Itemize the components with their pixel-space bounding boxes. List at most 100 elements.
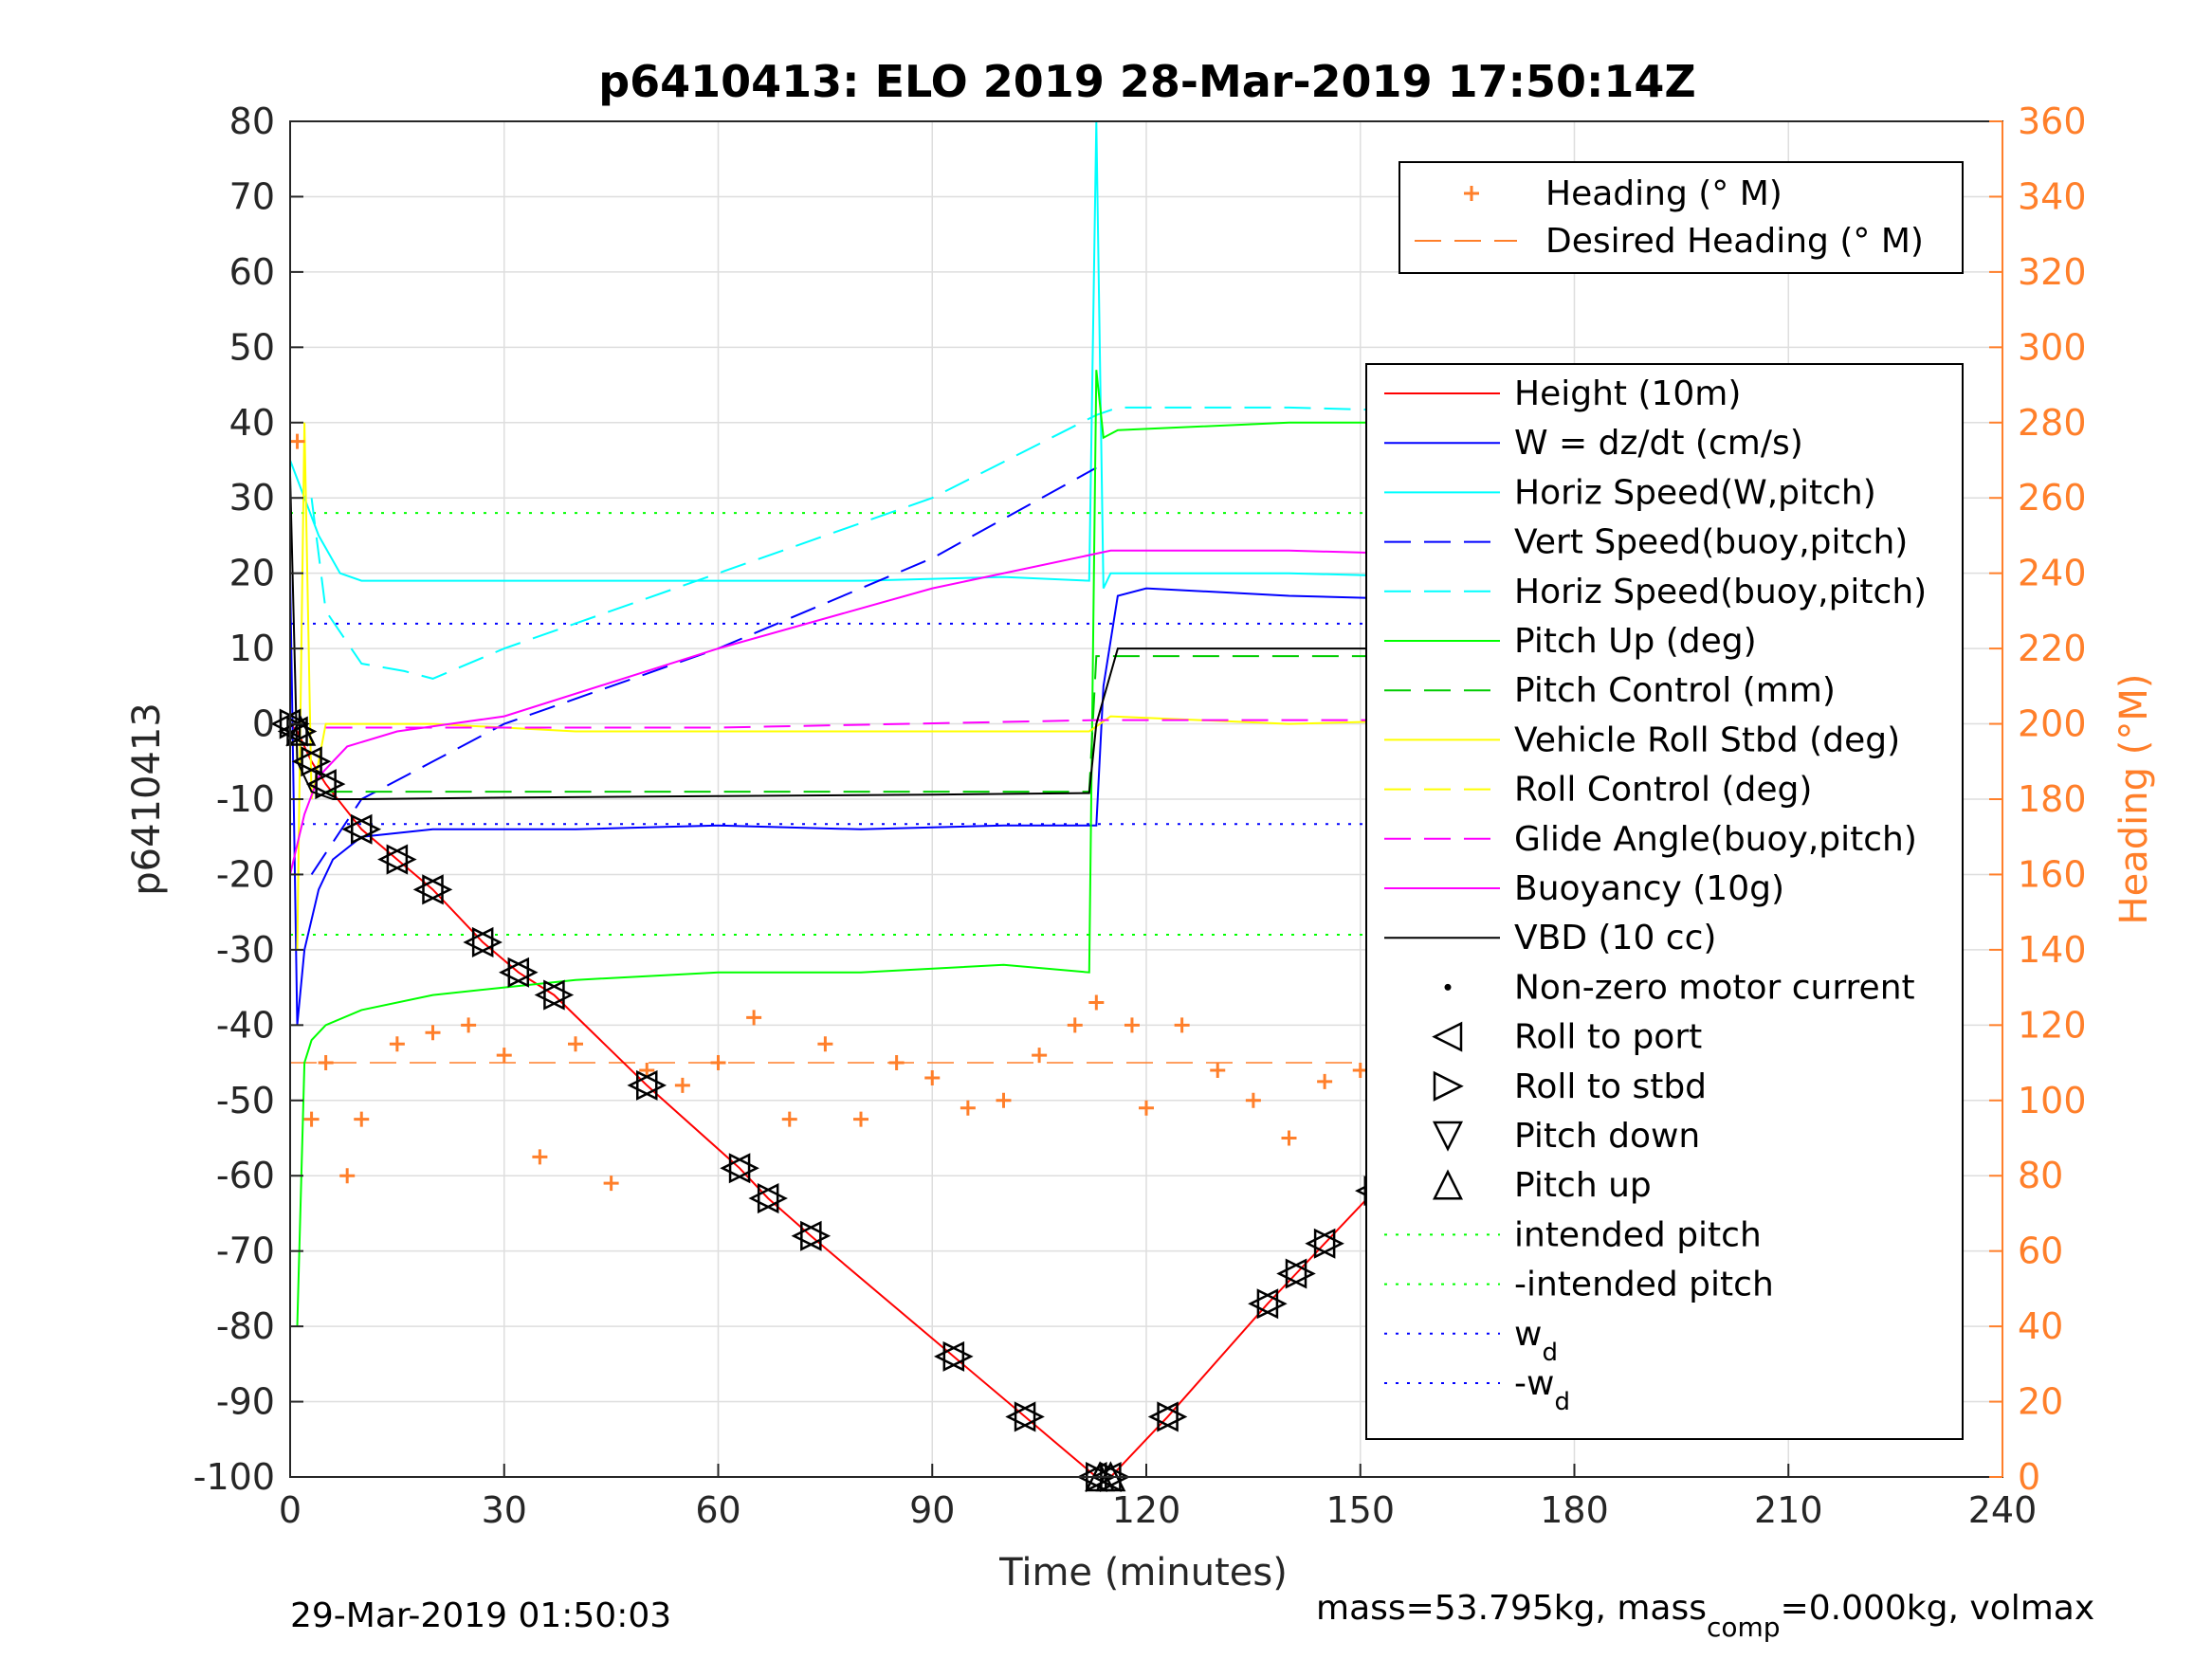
roll-port-marker	[412, 874, 444, 905]
legend-swatch-triangle	[1432, 1169, 1464, 1200]
heading-point	[674, 1077, 690, 1093]
legend-main-label: -intended pitch	[1514, 1266, 1774, 1304]
legend-main-entry: Horiz Speed(buoy,pitch)	[1384, 573, 1927, 611]
legend-main-entry: Glide Angle(buoy,pitch)	[1384, 820, 1917, 859]
legend-subscript: d	[1542, 1339, 1558, 1367]
y2-tick-label: 0	[2018, 1456, 2040, 1498]
roll-stbd-marker	[1157, 1401, 1188, 1432]
y-tick-label: -30	[216, 929, 275, 971]
heading-point	[924, 1069, 941, 1085]
y2-tick-label: 200	[2018, 703, 2087, 745]
legend-main-entry: W = dz/dt (cm/s)	[1384, 424, 1803, 463]
heading-point	[639, 1063, 655, 1078]
legend-swatch-triangle	[1432, 1021, 1463, 1052]
legend-main-label: Glide Angle(buoy,pitch)	[1514, 820, 1917, 859]
legend-main-label: Pitch Control (mm)	[1514, 671, 1836, 710]
series-line-4	[310, 406, 1896, 680]
heading-point	[461, 1017, 477, 1033]
footer-mass-sub: comp	[1707, 1612, 1781, 1643]
y2-tick-label: 220	[2018, 628, 2087, 669]
y-tick-label: 50	[229, 326, 275, 368]
x-tick-label: 150	[1325, 1489, 1395, 1531]
y-tick-label: -70	[216, 1231, 275, 1272]
legend-main-entry: Vert Speed(buoy,pitch)	[1384, 523, 1908, 562]
y2-tick-label: 340	[2018, 175, 2087, 217]
y2-tick-label: 60	[2018, 1231, 2063, 1272]
heading-point	[1139, 1100, 1154, 1116]
legend-heading-box	[1398, 161, 1964, 274]
heading-point	[354, 1111, 370, 1127]
legend-swatch-triangle	[1433, 1070, 1464, 1102]
y2-tick-label: 20	[2018, 1381, 2063, 1423]
y2-tick-label: 360	[2018, 100, 2087, 142]
legend-main-label: Roll to stbd	[1514, 1067, 1707, 1106]
legend-main-entry: Pitch Up (deg)	[1384, 622, 1757, 661]
heading-point	[1174, 1017, 1190, 1033]
heading-point	[817, 1036, 833, 1052]
heading-point	[339, 1168, 356, 1184]
heading-point	[888, 1055, 905, 1071]
roll-port-marker	[1005, 1401, 1036, 1432]
x-tick-label: 0	[279, 1489, 302, 1531]
heading-point	[1124, 1017, 1140, 1033]
x-tick-label: 240	[1968, 1489, 2038, 1531]
y-tick-label: -50	[216, 1080, 275, 1121]
roll-port-marker	[499, 957, 530, 988]
roll-stbd-marker	[1285, 1258, 1316, 1289]
roll-port-marker	[934, 1340, 965, 1372]
legend-heading-entry: Heading (° M)	[1464, 174, 1782, 213]
legend-main-entry: Horiz Speed(W,pitch)	[1384, 473, 1876, 512]
roll-stbd-marker	[507, 957, 539, 988]
heading-point	[425, 1025, 441, 1041]
legend-main-entry: Pitch up	[1432, 1166, 1652, 1205]
legend-swatch-triangle	[1432, 1121, 1464, 1152]
y-axis-label: p6410413	[125, 702, 169, 896]
legend-main-label: intended pitch	[1514, 1215, 1762, 1254]
roll-port-marker	[1276, 1258, 1307, 1289]
heading-point	[1032, 1048, 1048, 1064]
y-axis-ticks: 80 70 60 50 40 30 20 10 0 -10 -20 -30 -40 -50 -60 -70 -8…	[193, 100, 303, 1498]
x-tick-label: 210	[1754, 1489, 1823, 1531]
x-tick-label: 120	[1112, 1489, 1181, 1531]
heading-point	[303, 1111, 320, 1127]
roll-stbd-marker	[757, 1183, 788, 1214]
chart-title: p6410413: ELO 2019 28-Mar-2019 17:50:14Z	[598, 56, 1696, 107]
legend-main-label: Horiz Speed(W,pitch)	[1514, 473, 1876, 512]
x-tick-label: 180	[1540, 1489, 1609, 1531]
y2-tick-label: 260	[2018, 477, 2087, 519]
y-tick-label: -60	[216, 1155, 275, 1196]
heading-point	[568, 1036, 583, 1052]
heading-point	[746, 1010, 762, 1026]
heading-point	[532, 1149, 548, 1165]
y-tick-label: -100	[193, 1456, 275, 1498]
legend-main-label: Height (10m)	[1514, 374, 1741, 413]
heading-point	[853, 1111, 868, 1127]
roll-port-marker	[291, 746, 322, 777]
roll-port-marker	[341, 813, 373, 845]
footer-mass: mass=53.795kg, masscomp=0.000kg, volmax	[1316, 1589, 2094, 1643]
y-tick-label: -20	[216, 853, 275, 895]
y2-tick-label: 180	[2018, 778, 2087, 820]
legend-main-entry: intended pitch	[1384, 1215, 1762, 1254]
x-axis-label: Time (minutes)	[998, 1551, 1288, 1595]
legend-heading: Heading (° M) Desired Heading (° M)	[1398, 161, 1964, 274]
roll-stbd-marker	[543, 979, 575, 1011]
legend-main-label: Pitch up	[1514, 1166, 1652, 1205]
roll-stbd-marker	[471, 926, 503, 957]
legend-swatch-dot	[1444, 983, 1452, 991]
legend-main-label: Buoyancy (10g)	[1514, 869, 1784, 908]
legend-main-label: Roll to port	[1514, 1018, 1702, 1057]
legend-main-label: VBD (10 cc)	[1514, 919, 1716, 957]
heading-point	[1245, 1092, 1261, 1108]
roll-port-marker	[627, 1069, 658, 1101]
legend-main-label: Vehicle Roll Stbd (deg)	[1514, 720, 1900, 759]
y2-axis-ticks: 3603403203002802602402202001801601401201…	[1989, 100, 2087, 1498]
y2-axis-label: Heading (°M)	[2112, 674, 2156, 925]
y2-tick-label: 120	[2018, 1004, 2087, 1046]
roll-port-marker	[720, 1153, 751, 1184]
y-tick-label: 10	[229, 628, 275, 669]
y2-tick-label: 40	[2018, 1305, 2063, 1347]
heading-point	[1281, 1130, 1297, 1146]
roll-port-marker	[1305, 1228, 1336, 1259]
y-tick-label: -90	[216, 1381, 275, 1423]
